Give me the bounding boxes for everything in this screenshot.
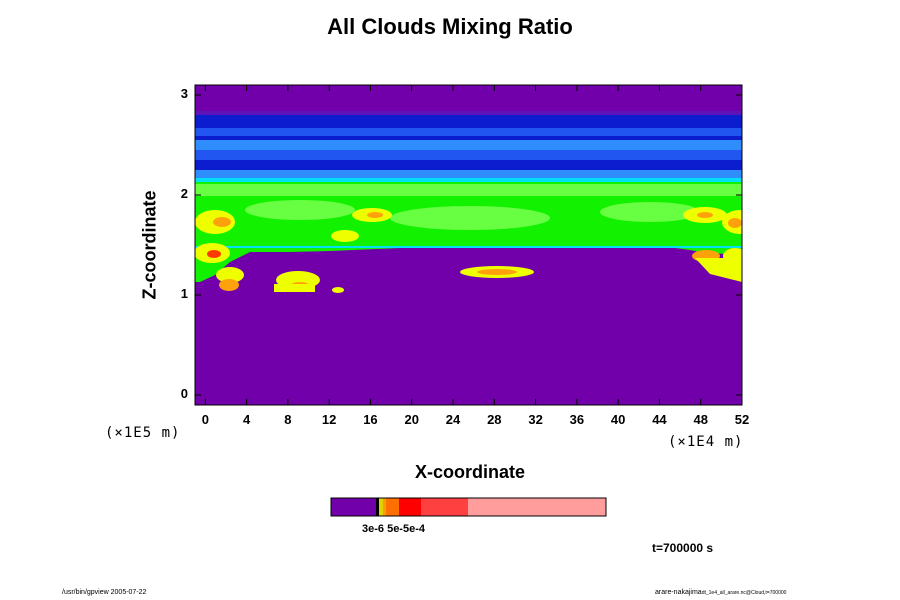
colorbar-segment xyxy=(468,498,606,516)
cloud-patch xyxy=(274,284,315,292)
x-axis-label: X-coordinate xyxy=(414,462,525,482)
band-cyan xyxy=(195,178,742,182)
chart-title: All Clouds Mixing Ratio xyxy=(327,14,573,39)
x-tick-label: 28 xyxy=(487,412,502,427)
cloud-patch xyxy=(697,212,713,218)
footer-file: dt_1e4_all_arare.nc@Cloud,t=700000 xyxy=(701,590,787,596)
colorbar-segment xyxy=(383,498,386,516)
plot-frame xyxy=(194,84,743,406)
x-unit-label: (×1E4 m) xyxy=(668,434,744,450)
colorbar-segment xyxy=(376,498,379,516)
lighter-patch xyxy=(245,200,355,220)
cloud-patch xyxy=(367,212,383,218)
x-tick-label: 52 xyxy=(734,412,750,427)
y-axis-label: Z-coordinate xyxy=(139,190,160,300)
x-tick-label: 40 xyxy=(610,412,626,427)
heatmap-field xyxy=(195,85,742,405)
x-tick-label: 0 xyxy=(201,412,209,427)
footer-command: /usr/bin/gpview 2005-07-22 xyxy=(62,589,147,596)
x-tick-label: 4 xyxy=(242,412,251,427)
colorbar-segment xyxy=(421,498,468,516)
band-light-green xyxy=(195,184,742,196)
y-tick-label: 0 xyxy=(180,386,188,401)
axis-ticks xyxy=(195,85,743,405)
band-deep-blue-2 xyxy=(195,160,742,170)
y-tick-label: 3 xyxy=(180,86,188,101)
cloud-patch xyxy=(213,217,231,227)
x-tick-label: 24 xyxy=(445,412,461,427)
cloud-patch xyxy=(332,287,344,293)
colorbar-segment xyxy=(331,498,376,516)
x-tick-label: 16 xyxy=(363,412,378,427)
x-tick-label: 48 xyxy=(693,412,708,427)
band-sky-2 xyxy=(195,170,742,180)
time-annotation: t=700000 s xyxy=(652,541,714,555)
cloud-patch xyxy=(477,269,517,275)
colorbar-frame xyxy=(330,497,607,517)
y-unit-label: (×1E5 m) xyxy=(105,425,181,441)
cloud-patch xyxy=(219,279,239,291)
y-tick-label: 2 xyxy=(180,186,188,201)
band-deep-blue xyxy=(195,115,742,140)
footer-source: arare-nakajimadt_1e4_all_arare.nc@Cloud,… xyxy=(655,589,786,596)
colorbar-segment xyxy=(379,498,383,516)
x-tick-label: 8 xyxy=(284,412,292,427)
x-tick-label: 12 xyxy=(321,412,337,427)
band-blue-2 xyxy=(195,150,742,160)
colorbar-segment xyxy=(399,498,421,516)
x-tick-label: 44 xyxy=(652,412,667,427)
lighter-patch xyxy=(390,206,550,230)
x-tick-label: 32 xyxy=(528,412,543,427)
cloud-patch xyxy=(216,267,244,283)
x-tick-label: 36 xyxy=(569,412,585,427)
cloud-patch xyxy=(331,230,359,242)
cloud-patch xyxy=(728,218,742,228)
footer-author: arare-nakajima xyxy=(655,589,702,596)
band-sky xyxy=(195,140,742,150)
cloud-patch xyxy=(695,258,742,282)
x-tick-label: 20 xyxy=(404,412,419,427)
band-blue xyxy=(195,128,742,136)
lighter-patch xyxy=(600,202,700,222)
cloud-patch xyxy=(207,250,221,258)
colorbar-segment xyxy=(386,498,399,516)
colorbar-labels: 3e-6 5e-5e-4 xyxy=(362,523,425,535)
y-tick-label: 1 xyxy=(180,286,188,301)
colorbar xyxy=(330,497,607,517)
